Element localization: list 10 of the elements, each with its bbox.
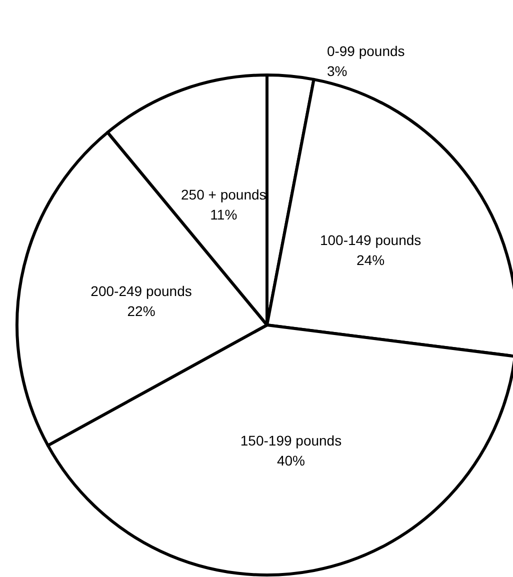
slice-label: 250 + pounds bbox=[181, 186, 266, 203]
slice-label: 0-99 pounds bbox=[326, 43, 405, 60]
data-label: 40% bbox=[276, 452, 305, 469]
data-label: 22% bbox=[127, 303, 156, 320]
slice-label: 100-149 pounds bbox=[320, 232, 422, 248]
slice-label: 150-199 pounds bbox=[240, 432, 342, 449]
data-label: 11% bbox=[210, 206, 238, 223]
slice-label: 200-249 pounds bbox=[90, 283, 192, 300]
data-label: 24% bbox=[356, 252, 385, 268]
data-label: 3% bbox=[326, 63, 348, 80]
